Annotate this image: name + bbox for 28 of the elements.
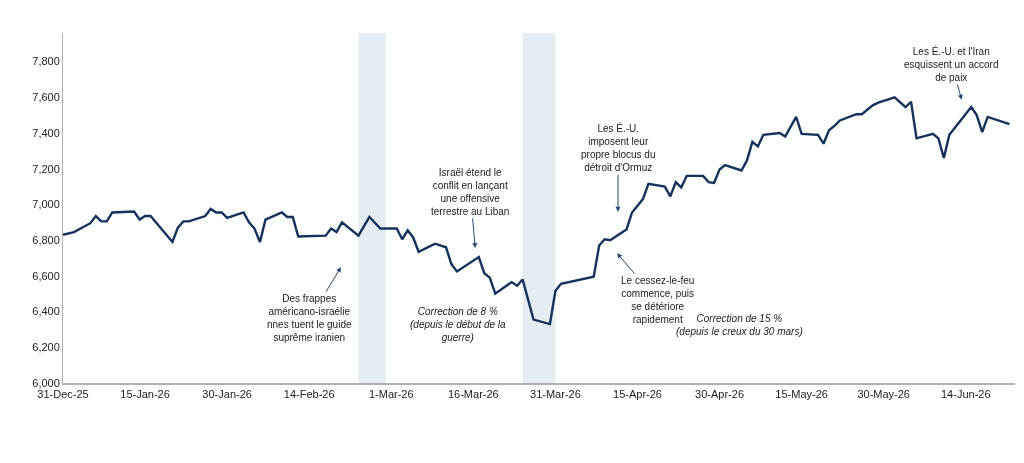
y-tick-label: 7,000: [32, 198, 60, 211]
annotation: Le cessez-le-feu commence, puis se détériore rapidement: [621, 275, 695, 325]
x-tick-label: 1-Mar-26: [368, 387, 414, 400]
y-tick-label: 6,400: [32, 305, 60, 318]
annotation: Les É.-U. et l'Iran esquissent un accord de paix: [904, 45, 999, 83]
x-tick-label: 30-Apr-26: [695, 387, 745, 400]
x-tick-label: 31-Dec-25: [37, 387, 89, 400]
x-tick-label: 14-Jun-26: [940, 387, 991, 400]
x-tick-label: 15-Jan-26: [120, 387, 170, 400]
y-tick-label: 7,800: [32, 55, 60, 68]
annotation: Israël étend le conflit en lançant une offensive terrestre au Liban: [431, 167, 510, 217]
x-tick-label: 14-Feb-26: [283, 387, 335, 400]
annotation: Des frappes américano-israélie nnes tuent le guide suprême iranien: [267, 293, 352, 343]
y-tick-label: 6,200: [32, 341, 60, 354]
y-tick-label: 6,000: [32, 376, 60, 389]
x-tick-label: 15-May-26: [775, 387, 828, 400]
x-tick-label: 15-Apr-26: [613, 387, 662, 400]
annotation: Correction de 8 % (depuis le début de la guerre): [410, 306, 507, 343]
y-tick-label: 7,600: [32, 91, 60, 104]
annotation: Les É.-U. imposent leur propre blocus du détroit d'Ormuz: [581, 122, 656, 173]
y-tick-label: 6,800: [32, 233, 60, 246]
y-tick-label: 7,400: [32, 126, 60, 139]
x-tick-label: 16-Mar-26: [447, 387, 499, 400]
y-tick-label: 7,200: [32, 162, 60, 175]
x-tick-label: 31-Mar-26: [530, 387, 581, 400]
y-tick-label: 6,600: [32, 269, 60, 282]
x-tick-label: 30-Jan-26: [202, 387, 252, 400]
x-tick-label: 30-May-26: [857, 387, 910, 400]
